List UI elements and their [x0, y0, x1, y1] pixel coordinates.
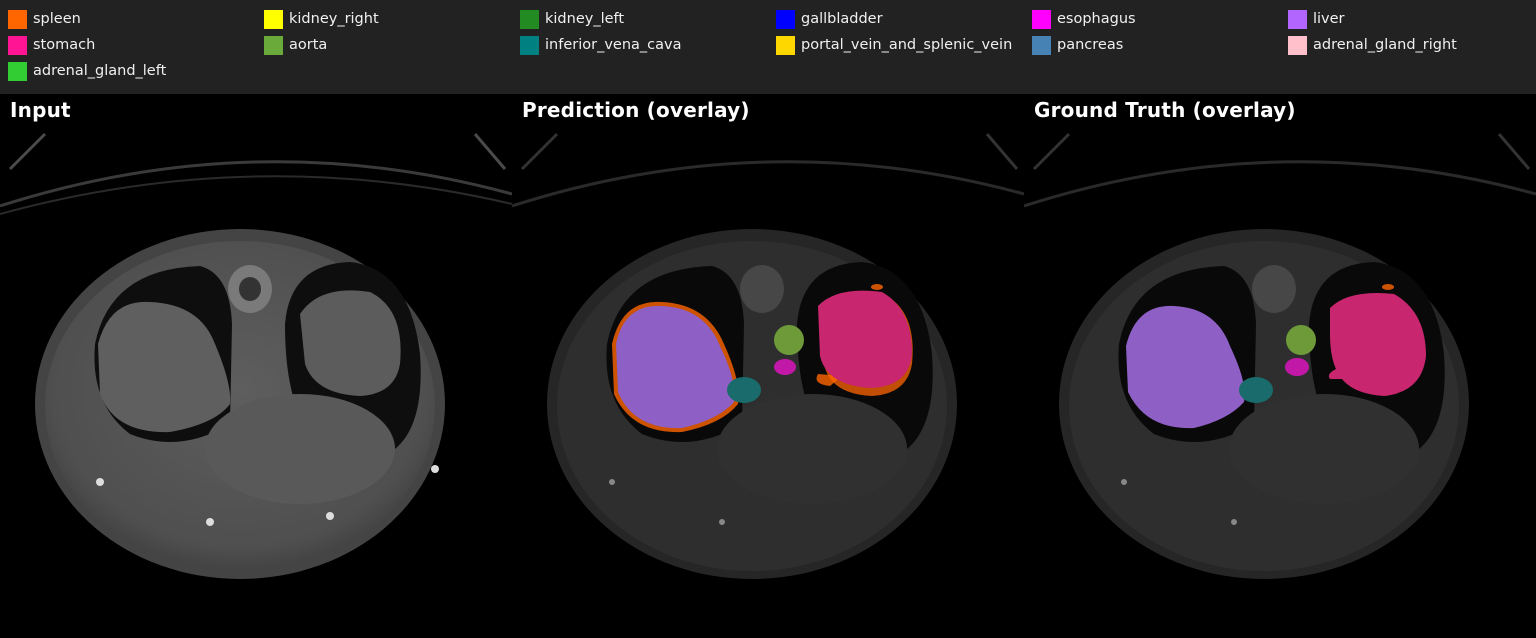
- ground-truth-panel: Ground Truth (overlay): [1024, 94, 1536, 638]
- legend-label: kidney_right: [289, 11, 379, 27]
- ct-scan-image: [0, 126, 512, 638]
- legend-swatch: [1288, 35, 1307, 55]
- legend-item-adrenal-gland-left: adrenal_gland_left: [8, 61, 166, 81]
- legend-item-aorta: aorta: [264, 35, 327, 55]
- legend-item-spleen: spleen: [8, 9, 81, 29]
- legend-label: liver: [1313, 11, 1345, 27]
- legend-label: portal_vein_and_splenic_vein: [801, 37, 1013, 53]
- legend-swatch: [1288, 9, 1307, 29]
- legend-item-stomach: stomach: [8, 35, 95, 55]
- legend-label: aorta: [289, 37, 328, 53]
- legend-swatch: [520, 9, 539, 29]
- legend-label: spleen: [33, 11, 81, 27]
- ground-truth-overlay-image: [1024, 126, 1536, 638]
- panel-title-ground-truth: Ground Truth (overlay): [1034, 98, 1296, 122]
- legend-swatch: [776, 9, 795, 29]
- prediction-panel: Prediction (overlay): [512, 94, 1024, 638]
- legend-swatch: [8, 9, 27, 29]
- legend-item-liver: liver: [1288, 9, 1345, 29]
- legend-item-portal-vein: portal_vein_and_splenic_vein: [776, 35, 1012, 55]
- legend-label: gallbladder: [801, 11, 883, 27]
- legend-item-inferior-vena-cava: inferior_vena_cava: [520, 35, 681, 55]
- prediction-overlay-image: [512, 126, 1024, 638]
- legend-item-kidney-left: kidney_left: [520, 9, 624, 29]
- legend-swatch: [8, 61, 27, 81]
- legend-item-pancreas: pancreas: [1032, 35, 1123, 55]
- legend-swatch: [1032, 9, 1051, 29]
- input-panel: Input: [0, 94, 512, 638]
- legend-label: adrenal_gland_left: [33, 63, 167, 79]
- legend-swatch: [1032, 35, 1051, 55]
- legend-swatch: [520, 35, 539, 55]
- legend: spleen kidney_right kidney_left gallblad…: [0, 0, 1536, 94]
- legend-label: kidney_left: [545, 11, 625, 27]
- panel-title-prediction: Prediction (overlay): [522, 98, 750, 122]
- legend-label: esophagus: [1057, 11, 1136, 27]
- legend-item-adrenal-gland-right: adrenal_gland_right: [1288, 35, 1457, 55]
- panel-title-input: Input: [10, 98, 71, 122]
- legend-label: inferior_vena_cava: [545, 37, 682, 53]
- legend-item-gallbladder: gallbladder: [776, 9, 883, 29]
- legend-swatch: [776, 35, 795, 55]
- legend-swatch: [264, 9, 283, 29]
- legend-label: stomach: [33, 37, 96, 53]
- legend-label: pancreas: [1057, 37, 1124, 53]
- legend-swatch: [8, 35, 27, 55]
- legend-item-kidney-right: kidney_right: [264, 9, 379, 29]
- legend-swatch: [264, 35, 283, 55]
- legend-label: adrenal_gland_right: [1313, 37, 1457, 53]
- legend-item-esophagus: esophagus: [1032, 9, 1136, 29]
